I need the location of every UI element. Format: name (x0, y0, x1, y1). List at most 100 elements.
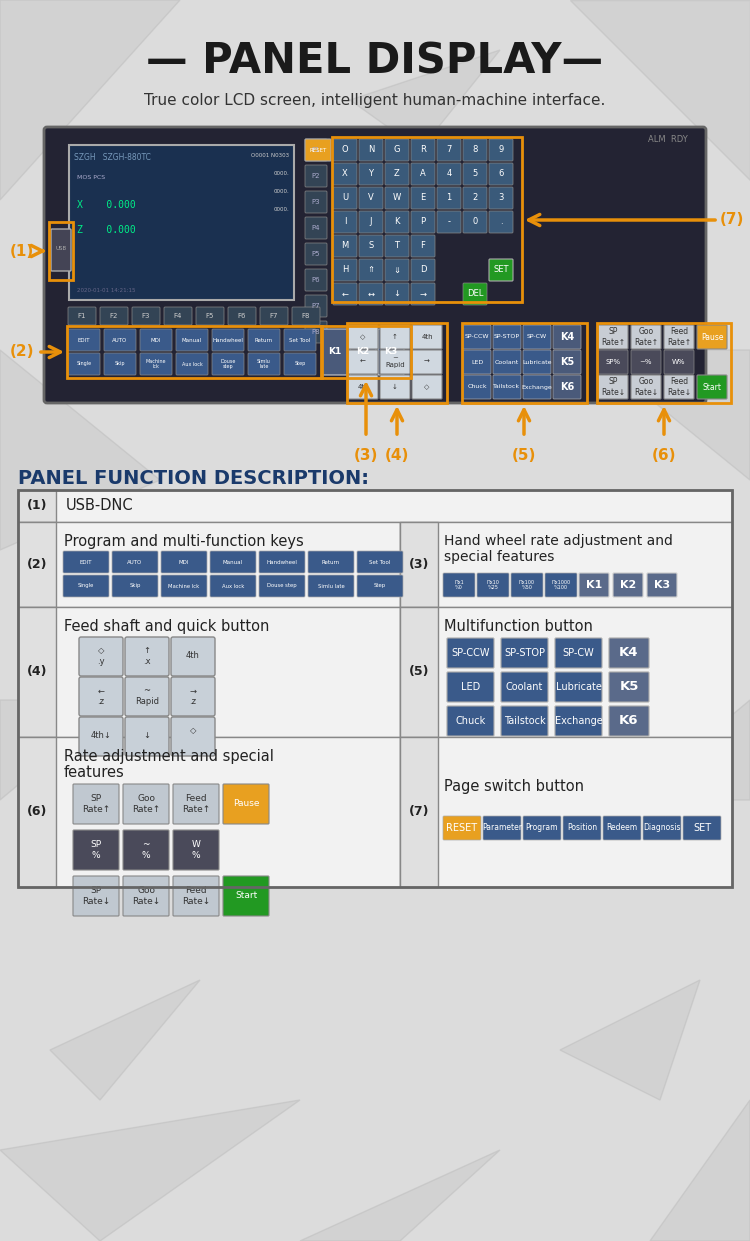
Text: (4): (4) (385, 448, 410, 463)
FancyBboxPatch shape (63, 575, 109, 597)
Text: Douse step: Douse step (267, 583, 297, 588)
Text: Douse
step: Douse step (220, 359, 236, 370)
Text: →: → (419, 289, 427, 299)
FancyBboxPatch shape (411, 259, 435, 280)
Text: Redeem: Redeem (607, 824, 638, 833)
Text: F3: F3 (142, 313, 150, 319)
Text: Step: Step (294, 361, 306, 366)
FancyBboxPatch shape (173, 830, 219, 870)
Text: K1: K1 (328, 347, 341, 356)
FancyBboxPatch shape (171, 637, 215, 676)
Text: 4th: 4th (357, 383, 369, 390)
Text: X: X (342, 170, 348, 179)
FancyBboxPatch shape (73, 784, 119, 824)
FancyBboxPatch shape (411, 235, 435, 257)
FancyBboxPatch shape (140, 329, 172, 351)
Polygon shape (570, 0, 750, 180)
FancyBboxPatch shape (125, 678, 169, 716)
Polygon shape (630, 700, 750, 800)
Text: SP-STOP: SP-STOP (494, 335, 520, 340)
FancyBboxPatch shape (437, 139, 461, 161)
Text: K5: K5 (560, 357, 574, 367)
Text: ~
Rapid: ~ Rapid (135, 686, 159, 706)
Text: ↓: ↓ (394, 289, 400, 299)
FancyBboxPatch shape (411, 139, 435, 161)
FancyBboxPatch shape (603, 817, 641, 840)
FancyBboxPatch shape (305, 295, 327, 316)
Bar (18, 522, 56, 607)
Text: R: R (420, 145, 426, 154)
Text: 4th↓: 4th↓ (91, 731, 112, 741)
FancyBboxPatch shape (463, 187, 487, 208)
FancyBboxPatch shape (104, 352, 136, 375)
FancyBboxPatch shape (385, 259, 409, 280)
FancyBboxPatch shape (380, 325, 410, 349)
FancyBboxPatch shape (79, 678, 123, 716)
Text: S: S (368, 242, 374, 251)
Text: 0: 0 (472, 217, 478, 227)
Bar (18, 490, 732, 522)
Text: Program and multi-function keys: Program and multi-function keys (64, 534, 304, 549)
Text: Manual: Manual (223, 560, 243, 565)
Text: Step: Step (374, 583, 386, 588)
Text: 2020-01-01 14:21:15: 2020-01-01 14:21:15 (77, 288, 136, 293)
FancyBboxPatch shape (284, 352, 316, 375)
FancyBboxPatch shape (579, 573, 609, 597)
Text: RESET: RESET (309, 148, 327, 153)
FancyBboxPatch shape (664, 325, 694, 349)
Text: (3): (3) (409, 558, 429, 571)
FancyBboxPatch shape (609, 706, 649, 736)
Text: Πx100
%50: Πx100 %50 (519, 580, 535, 591)
Text: W%: W% (672, 359, 686, 365)
Text: T: T (394, 242, 400, 251)
Text: K5: K5 (620, 680, 639, 694)
Text: Feed
Rate↓: Feed Rate↓ (667, 377, 691, 397)
FancyBboxPatch shape (523, 817, 561, 840)
Polygon shape (590, 350, 750, 480)
FancyBboxPatch shape (173, 876, 219, 916)
FancyBboxPatch shape (378, 329, 404, 375)
Polygon shape (0, 700, 120, 800)
Text: V: V (368, 194, 374, 202)
Text: P2: P2 (312, 172, 320, 179)
Text: 3: 3 (498, 194, 504, 202)
Text: MDI: MDI (178, 560, 189, 565)
FancyBboxPatch shape (553, 375, 581, 400)
Text: DEL: DEL (466, 289, 483, 299)
FancyBboxPatch shape (411, 187, 435, 208)
Text: ↑: ↑ (392, 334, 398, 340)
Text: AUTO: AUTO (112, 338, 128, 343)
FancyBboxPatch shape (173, 784, 219, 824)
Text: ◇: ◇ (190, 726, 196, 746)
Text: Start: Start (703, 382, 721, 391)
Text: (1): (1) (27, 499, 47, 513)
Text: — PANEL DISPLAY—: — PANEL DISPLAY— (146, 41, 604, 83)
FancyBboxPatch shape (359, 139, 383, 161)
Polygon shape (300, 1150, 500, 1241)
FancyBboxPatch shape (112, 551, 158, 573)
Text: Aux lock: Aux lock (182, 361, 203, 366)
Bar (67, 326, 322, 379)
FancyBboxPatch shape (463, 163, 487, 185)
FancyBboxPatch shape (463, 139, 487, 161)
Text: Feed
Rate↑: Feed Rate↑ (667, 328, 691, 346)
Text: Single: Single (78, 583, 94, 588)
Text: J: J (370, 217, 372, 227)
Text: SET: SET (494, 266, 508, 274)
FancyBboxPatch shape (248, 352, 280, 375)
FancyBboxPatch shape (553, 325, 581, 349)
Text: ~
Rapid: ~ Rapid (386, 355, 405, 369)
FancyBboxPatch shape (292, 307, 320, 325)
Text: Πx1
%0: Πx1 %0 (454, 580, 464, 591)
FancyBboxPatch shape (523, 325, 551, 349)
Text: Multifunction button: Multifunction button (444, 619, 592, 634)
FancyBboxPatch shape (483, 817, 521, 840)
Text: ALM  RDY: ALM RDY (648, 135, 688, 144)
Text: 0000.: 0000. (273, 171, 289, 176)
Text: O0001 N0303: O0001 N0303 (251, 153, 289, 158)
FancyBboxPatch shape (348, 325, 378, 349)
FancyBboxPatch shape (411, 283, 435, 305)
FancyBboxPatch shape (447, 671, 494, 702)
FancyBboxPatch shape (463, 283, 487, 305)
FancyBboxPatch shape (493, 325, 521, 349)
